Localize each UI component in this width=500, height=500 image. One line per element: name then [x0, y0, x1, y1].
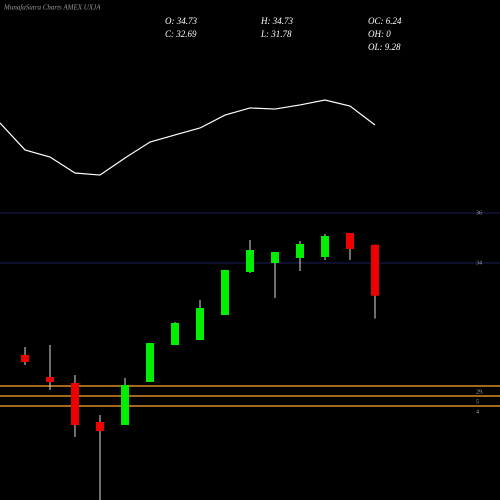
ohlc-stat: OH: 0	[368, 29, 391, 39]
candle-body	[196, 308, 204, 340]
candle-body	[371, 244, 379, 296]
candle-body	[246, 250, 254, 272]
ohlc-stat: H: 34.73	[260, 16, 293, 26]
ma-line	[0, 99, 376, 176]
level-label: 4	[476, 409, 479, 415]
candle-body	[221, 270, 229, 315]
candle-body	[296, 244, 304, 258]
candle-body	[46, 377, 54, 382]
candle-body	[121, 385, 129, 425]
candle-body	[321, 236, 329, 257]
y-tick-label: 34	[476, 260, 482, 266]
ohlc-stat: L: 31.78	[260, 29, 292, 39]
candle-body	[96, 422, 104, 431]
ohlc-stat: O: 34.73	[165, 16, 197, 26]
candle-body	[71, 383, 79, 425]
chart-title: MunafaSutra Charts AMEX UXJA	[3, 4, 101, 12]
candle-body	[146, 343, 154, 382]
ohlc-stat: OL: 9.28	[368, 42, 401, 52]
ohlc-stat: C: 32.69	[165, 29, 197, 39]
level-label: 5	[476, 399, 479, 405]
candle-body	[171, 323, 179, 345]
candle-body	[346, 233, 354, 249]
candle-body	[271, 252, 279, 263]
level-label: 29.	[476, 389, 484, 395]
y-tick-label: 36	[476, 210, 482, 216]
ohlc-stat: OC: 6.24	[368, 16, 402, 26]
candle-body	[21, 355, 29, 362]
